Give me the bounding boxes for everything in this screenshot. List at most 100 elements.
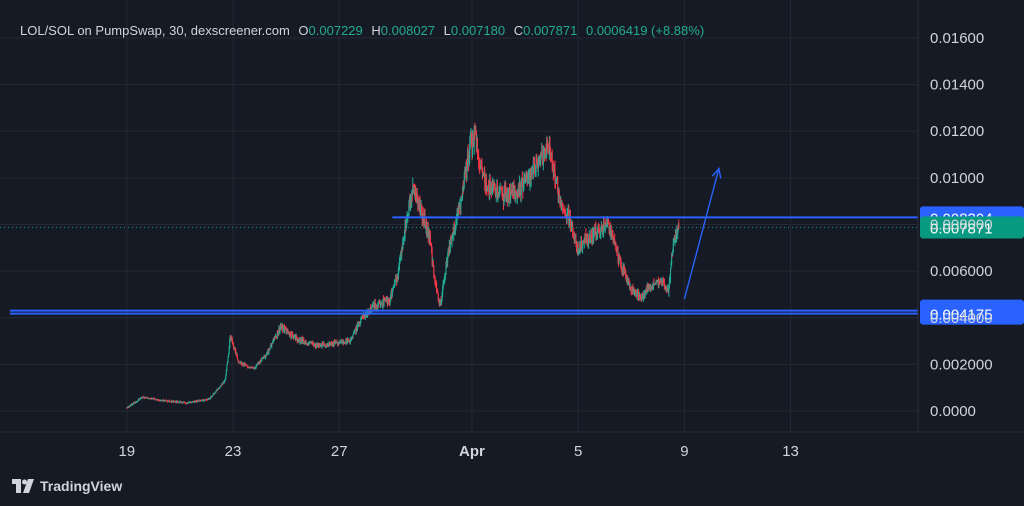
candle-body — [172, 401, 174, 403]
candle-body — [432, 262, 434, 264]
price-tag-label: 0.007871 — [930, 221, 993, 238]
candle-body — [403, 236, 405, 241]
candle-body — [399, 262, 401, 268]
candle-body — [492, 182, 494, 184]
arrow-line[interactable] — [683, 168, 720, 300]
candle-body — [275, 335, 277, 337]
candle-body — [476, 140, 478, 149]
candle-body — [290, 333, 292, 336]
candle-body — [379, 303, 381, 305]
candle-body — [274, 336, 276, 338]
candle-body — [244, 363, 246, 366]
candle-body — [201, 400, 203, 402]
candle-body — [419, 201, 421, 214]
candle-body — [127, 406, 129, 408]
candle-body — [292, 334, 294, 336]
candle-body — [495, 187, 497, 197]
candle-body — [218, 387, 220, 389]
candle-body — [340, 340, 342, 343]
candle-body — [219, 385, 221, 388]
candle-body — [204, 399, 206, 401]
candle-body — [240, 361, 242, 365]
x-tick-label: 5 — [574, 443, 582, 460]
candle-body — [339, 342, 341, 344]
candle-body — [557, 177, 559, 192]
candle-body — [594, 228, 596, 232]
candle-body — [585, 234, 587, 239]
candle-body — [166, 400, 168, 402]
candle-body — [298, 339, 300, 343]
candle-body — [531, 172, 533, 178]
tradingview-brand[interactable]: TradingView — [12, 478, 122, 494]
candle-body — [674, 239, 676, 241]
candle-body — [667, 287, 669, 293]
candle-body — [263, 356, 265, 358]
candle-body — [494, 188, 496, 193]
candle-body — [281, 325, 283, 328]
candle-body — [528, 174, 530, 178]
candle-body — [209, 397, 211, 399]
candle-body — [420, 212, 422, 214]
candle-body — [534, 171, 536, 174]
candle-body — [469, 140, 471, 143]
candle-body — [513, 185, 515, 197]
candle-body — [330, 342, 332, 346]
candle-body — [578, 251, 580, 253]
candle-body — [472, 139, 474, 145]
candle-body — [333, 344, 335, 346]
candle-body — [178, 402, 180, 404]
candle-body — [347, 339, 349, 342]
candle-body — [640, 297, 642, 299]
candle-body — [280, 324, 282, 330]
candle-body — [277, 332, 279, 334]
candle-body — [171, 400, 173, 403]
candle-body — [215, 391, 217, 393]
price-tag[interactable] — [920, 216, 1024, 239]
candle-body — [607, 222, 609, 224]
candle-body — [387, 301, 389, 303]
candle-body — [127, 406, 129, 408]
candle-body — [257, 362, 259, 365]
candle-body — [652, 287, 654, 289]
candle-body — [667, 287, 669, 290]
candle-body — [150, 398, 152, 400]
candle-body — [666, 288, 668, 292]
candle-body — [377, 304, 379, 308]
annotations[interactable] — [683, 166, 722, 300]
candle-body — [415, 196, 417, 201]
candle-body — [227, 356, 229, 362]
candle-body — [514, 192, 516, 196]
candle-body — [235, 350, 237, 355]
candle-body — [516, 193, 518, 197]
candle-body — [634, 289, 636, 294]
candle-body — [345, 339, 347, 343]
candle-body — [405, 225, 407, 227]
candle-body — [193, 401, 195, 403]
candle-body — [653, 282, 655, 285]
candle-body — [376, 306, 378, 308]
x-tick-label: 27 — [331, 443, 348, 460]
candle-body — [489, 179, 491, 188]
open-value: 0.007229 — [308, 23, 363, 38]
candle-body — [300, 338, 302, 342]
candle-body — [577, 244, 579, 251]
candle-body — [267, 350, 269, 354]
candle-body — [595, 227, 597, 238]
candle-body — [355, 327, 357, 333]
candle-body — [659, 282, 661, 284]
candle-body — [521, 178, 523, 181]
candle-body — [283, 326, 285, 328]
candle-body — [668, 287, 670, 293]
candle-body — [668, 279, 670, 288]
candle-body — [192, 401, 194, 403]
candle-body — [128, 406, 130, 408]
candle-body — [589, 240, 591, 242]
candle-body — [563, 211, 565, 213]
candle-body — [655, 283, 657, 285]
candle-body — [452, 232, 454, 237]
candle-body — [255, 365, 257, 368]
price-tag[interactable] — [920, 302, 1024, 325]
candle-body — [629, 287, 631, 289]
